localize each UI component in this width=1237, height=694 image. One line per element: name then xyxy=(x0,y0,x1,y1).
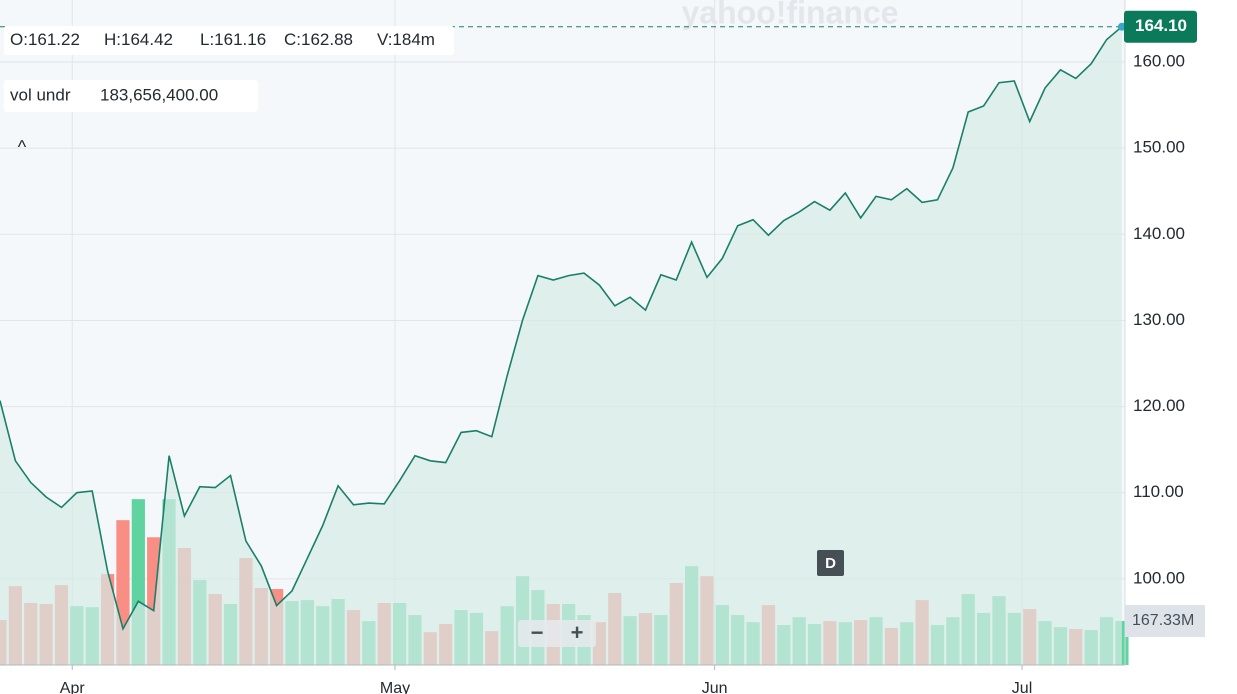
indicator-value: 183,656,400.00 xyxy=(100,85,218,104)
y-tick-label: 100.00 xyxy=(1133,568,1185,587)
close: C:162.88 xyxy=(284,30,353,49)
price-area xyxy=(0,26,1122,665)
y-tick-label: 140.00 xyxy=(1133,224,1185,243)
low: L:161.16 xyxy=(200,30,266,49)
ohlc-legend: O:161.22 H:164.42 L:161.16 C:162.88 V:18… xyxy=(10,30,435,49)
zoom-out-button[interactable]: − xyxy=(531,620,544,645)
last-price-label: 164.10 xyxy=(1135,16,1187,35)
zoom-controls xyxy=(518,620,596,647)
interval-badge-bg[interactable] xyxy=(817,550,844,576)
open: O:161.22 xyxy=(10,30,80,49)
interval-badge[interactable]: D xyxy=(825,555,836,572)
x-tick-label: Jul xyxy=(1012,680,1032,694)
y-tick-label: 110.00 xyxy=(1133,482,1184,501)
watermark: yahoo!finance xyxy=(682,0,899,30)
high: H:164.42 xyxy=(104,30,173,49)
price xyxy=(0,22,1126,665)
volume: V:184m xyxy=(377,30,435,49)
x-tick-label: Jun xyxy=(702,680,728,694)
price-line xyxy=(0,26,1123,631)
y-tick-label: 160.00 xyxy=(1133,52,1185,71)
zoom-in-button[interactable]: + xyxy=(571,620,584,645)
y-tick-label: 120.00 xyxy=(1133,396,1185,415)
x-tick-label: May xyxy=(380,680,410,694)
last-price-badge xyxy=(1124,10,1197,43)
collapse-button[interactable]: ^ xyxy=(18,137,27,157)
y-tick-label: 130.00 xyxy=(1133,310,1185,329)
indicator-box xyxy=(4,80,258,112)
last-price-dot xyxy=(1117,22,1126,31)
x-tick-label: Apr xyxy=(60,680,86,694)
indicator-name: vol undr xyxy=(10,85,71,104)
ohlc-box xyxy=(4,26,454,55)
axis-labels: 100.00 110.00 120.00 130.00 140.00 150.00 160.… xyxy=(60,10,1205,694)
y-tick-label: 150.00 xyxy=(1133,138,1185,157)
last-volume-badge xyxy=(1125,605,1205,638)
last-volume-label: 167.33M xyxy=(1132,612,1194,629)
